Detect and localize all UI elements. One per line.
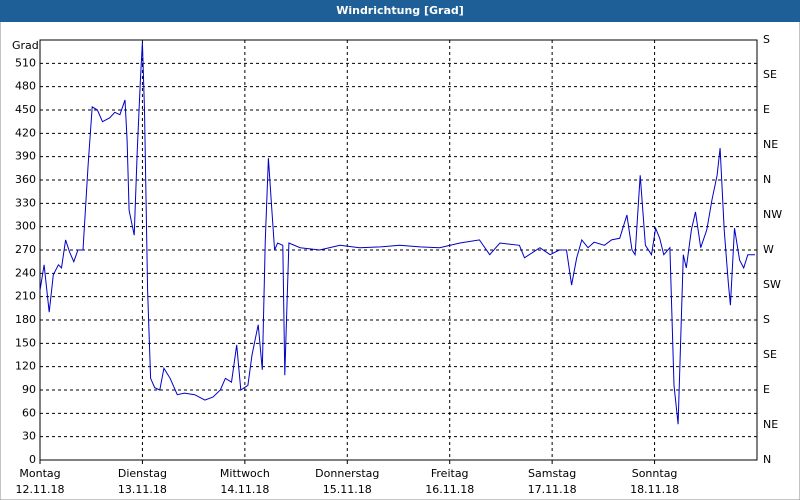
- y2-tick-label: N: [763, 453, 771, 466]
- y2-tick-label: E: [763, 383, 770, 396]
- y-tick-label: 300: [15, 220, 36, 233]
- x-tick-label: Dienstag: [118, 467, 167, 480]
- y-tick-label: 240: [15, 266, 36, 279]
- y-tick-label: 0: [29, 453, 36, 466]
- title-bar: [0, 0, 800, 22]
- y2-tick-label: NE: [763, 138, 778, 151]
- x-tick-label: Freitag: [431, 467, 469, 480]
- plot-border: [39, 39, 758, 461]
- x-tick-label: Montag: [19, 467, 60, 480]
- y2-tick-label: SW: [763, 278, 781, 291]
- y-tick-label: 60: [22, 406, 36, 419]
- x-tick-date: 18.11.18: [630, 483, 679, 496]
- y-tick-label: 420: [15, 126, 36, 139]
- y2-tick-label: E: [763, 103, 770, 116]
- chart-title: Windrichtung [Grad]: [336, 4, 464, 17]
- x-tick-date: 16.11.18: [425, 483, 474, 496]
- x-tick-label: Samstag: [528, 467, 576, 480]
- y-axis-label: Grad: [12, 39, 39, 52]
- y-tick-label: 90: [22, 383, 36, 396]
- y2-tick-label: SE: [763, 348, 777, 361]
- y2-tick-label: S: [763, 33, 770, 46]
- y2-tick-label: N: [763, 173, 771, 186]
- y2-tick-label: SE: [763, 68, 777, 81]
- x-tick-date: 15.11.18: [323, 483, 372, 496]
- y-tick-label: 30: [22, 430, 36, 443]
- x-tick-date: 13.11.18: [118, 483, 167, 496]
- x-tick-label: Mittwoch: [220, 467, 270, 480]
- x-tick-label: Sonntag: [632, 467, 678, 480]
- y-tick-label: 450: [15, 103, 36, 116]
- y-tick-label: 270: [15, 243, 36, 256]
- y-tick-label: 180: [15, 313, 36, 326]
- x-tick-date: 17.11.18: [528, 483, 577, 496]
- y2-tick-label: S: [763, 313, 770, 326]
- x-tick-date: 14.11.18: [220, 483, 269, 496]
- y-tick-label: 480: [15, 80, 36, 93]
- y-tick-label: 330: [15, 196, 36, 209]
- y-tick-label: 150: [15, 336, 36, 349]
- x-tick-date: 12.11.18: [16, 483, 65, 496]
- y-tick-label: 510: [15, 56, 36, 69]
- y2-tick-label: NW: [763, 208, 782, 221]
- y-tick-label: 360: [15, 173, 36, 186]
- y-tick-label: 120: [15, 360, 36, 373]
- data-line: [39, 42, 755, 425]
- y-tick-label: 390: [15, 150, 36, 163]
- y-tick-label: 210: [15, 290, 36, 303]
- x-tick-label: Donnerstag: [315, 467, 379, 480]
- y2-tick-label: W: [763, 243, 774, 256]
- y2-tick-label: NE: [763, 418, 778, 431]
